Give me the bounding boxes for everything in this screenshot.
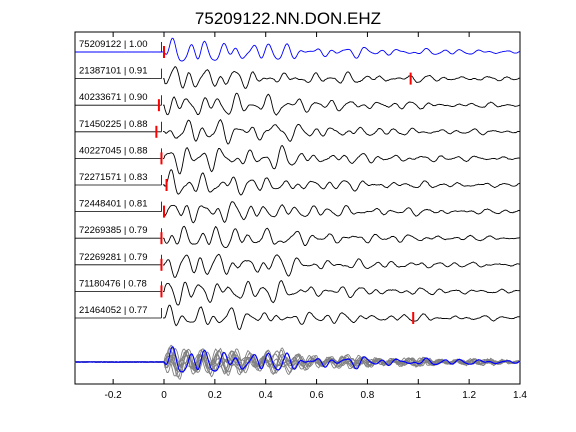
trace-line-7 [162, 201, 521, 224]
trace-label-3: 40233671 | 0.90 [79, 92, 148, 103]
x-tick-label-7: 1 [416, 390, 422, 401]
trace-line-2 [162, 66, 521, 89]
plot-area: 75209122 | 1.00 21387101 | 0.91 40233671 |… [74, 31, 527, 401]
trace-line-10 [163, 280, 520, 306]
trace-label-4: 71450225 | 0.88 [79, 119, 148, 130]
trace-label-8: 72269385 | 0.79 [79, 225, 148, 236]
trace-label-10: 71180476 | 0.78 [79, 278, 147, 289]
x-tick-label-5: 0.6 [310, 390, 324, 401]
trace-label-2: 21387101 | 0.91 [79, 66, 148, 77]
trace-line-3 [162, 92, 521, 116]
x-tick-label-4: 0.4 [259, 390, 273, 401]
x-tick-label-3: 0.2 [208, 390, 222, 401]
trace-line-9 [163, 253, 521, 279]
trace-line-5 [162, 145, 520, 175]
trace-line-6 [162, 168, 521, 196]
x-tick-label-8: 1.2 [462, 390, 476, 401]
trace-label-9: 72269281 | 0.79 [79, 252, 148, 263]
trace-label-11: 21464052 | 0.77 [79, 305, 148, 316]
trace-label-5: 40227045 | 0.88 [79, 145, 148, 156]
x-tick-label-2: 0 [161, 390, 167, 401]
axes-box [74, 31, 521, 385]
trace-line-8 [162, 225, 521, 248]
x-tick-label-6: 0.8 [360, 390, 374, 401]
stack-reference-trace [74, 346, 521, 373]
trace-label-1: 75209122 | 1.00 [79, 39, 148, 50]
trace-line-11 [162, 304, 520, 331]
x-tick-label-9: 1.4 [513, 390, 527, 401]
trace-label-6: 72271571 | 0.83 [79, 172, 148, 183]
x-tick-label-1: -0.2 [105, 390, 123, 401]
trace-label-7: 72448401 | 0.81 [79, 199, 148, 210]
trace-line-4 [163, 119, 520, 145]
chart-title: 75209122.NN.DON.EHZ [195, 9, 381, 28]
